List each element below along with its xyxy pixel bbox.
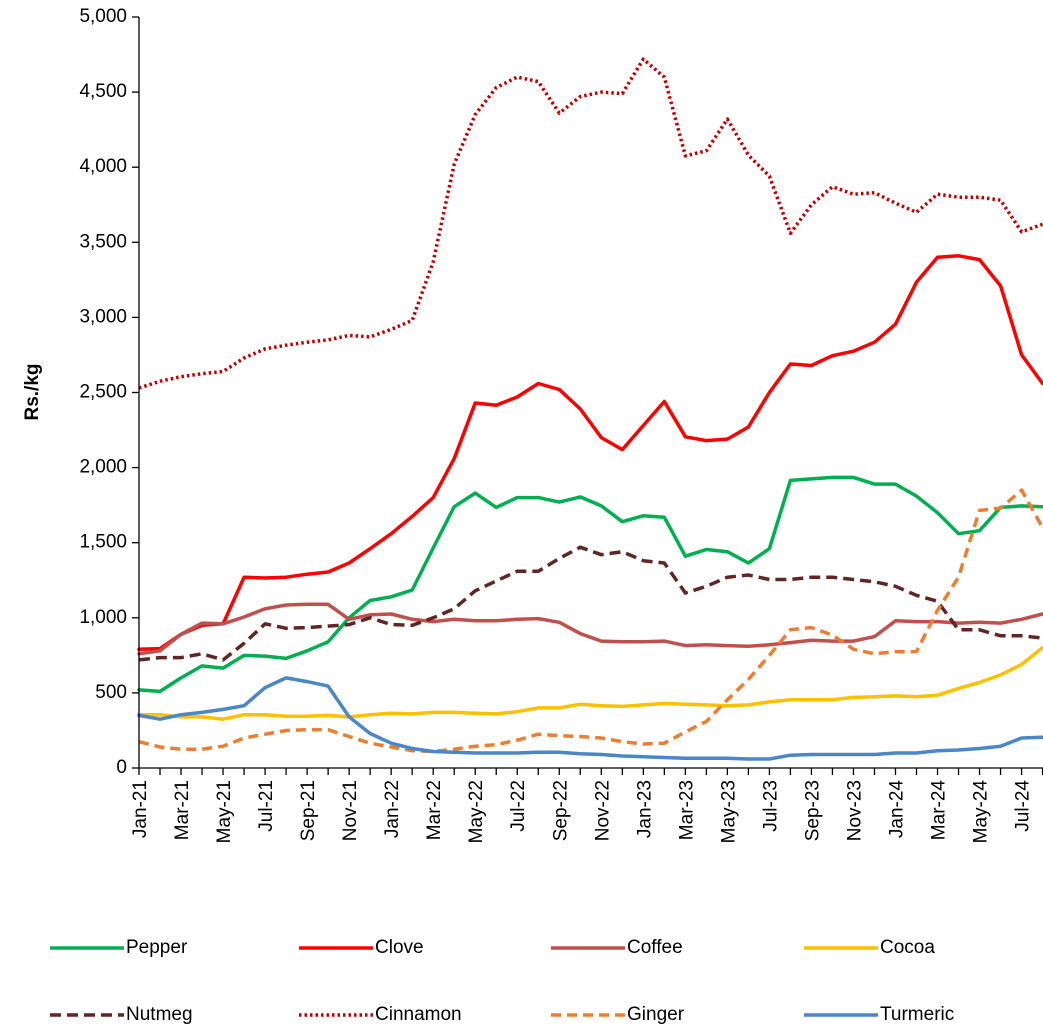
legend-label: Ginger bbox=[627, 1004, 685, 1025]
series-line-clove bbox=[137, 254, 1043, 652]
legend-label: Cinnamon bbox=[375, 1004, 462, 1025]
x-tick-label: Mar-22 bbox=[424, 780, 445, 840]
x-tick-label: Jul-23 bbox=[760, 780, 781, 832]
x-tick-label: Sep-22 bbox=[550, 780, 571, 841]
x-tick-label: May-24 bbox=[971, 780, 992, 844]
x-tick-label: Mar-24 bbox=[929, 780, 950, 841]
legend-label: Coffee bbox=[627, 937, 683, 958]
x-tick-label: Jan-21 bbox=[130, 780, 151, 838]
plot-area bbox=[137, 57, 1043, 761]
series-line-ginger bbox=[138, 488, 1043, 754]
x-tick-label: Nov-22 bbox=[592, 780, 613, 841]
legend-label: Nutmeg bbox=[126, 1004, 193, 1025]
legend-label: Cocoa bbox=[880, 937, 935, 958]
x-tick-label: Jan-22 bbox=[382, 780, 403, 838]
legend: Pepper Clove Coffee Cocoa Nutmeg Cinnamon Ging… bbox=[50, 937, 954, 1025]
y-tick-label: 5,000 bbox=[79, 6, 127, 27]
legend-item-coffee: Coffee bbox=[551, 937, 683, 958]
x-tick-label: Jul-22 bbox=[508, 780, 529, 832]
y-tick-label: 500 bbox=[95, 682, 127, 703]
x-tick-label: Mar-23 bbox=[676, 780, 697, 840]
y-tick-label: 2,000 bbox=[79, 457, 127, 478]
legend-item-clove: Clove bbox=[299, 937, 424, 958]
legend-label: Pepper bbox=[126, 937, 188, 958]
legend-item-cocoa: Cocoa bbox=[804, 937, 935, 958]
series-line-pepper bbox=[137, 475, 1043, 694]
x-tick-label: Nov-23 bbox=[844, 780, 865, 841]
series-line-coffee bbox=[137, 602, 1043, 656]
y-tick-label: 0 bbox=[116, 757, 127, 778]
y-axis-label: Rs./kg bbox=[22, 363, 43, 420]
legend-item-pepper: Pepper bbox=[50, 937, 188, 958]
x-tick-label: Mar-21 bbox=[172, 780, 193, 840]
series-line-nutmeg bbox=[138, 545, 1043, 662]
x-axis-ticks: Jan-21 Mar-21 May-21 Jul-21 Sep-21 Nov-21 Jan-… bbox=[130, 768, 1043, 843]
y-tick-label: 4,000 bbox=[79, 156, 127, 177]
x-tick-label: Sep-21 bbox=[298, 780, 319, 841]
y-axis-ticks: 0 500 1,000 1,500 2,000 2,500 3,000 3,500 4,000 4… bbox=[79, 6, 139, 778]
legend-label: Turmeric bbox=[880, 1004, 954, 1025]
series-line-turmeric bbox=[137, 676, 1043, 761]
x-tick-label: May-22 bbox=[466, 780, 487, 843]
x-tick-label: Jan-23 bbox=[634, 780, 655, 838]
legend-item-nutmeg: Nutmeg bbox=[50, 1004, 193, 1025]
series-line-cocoa bbox=[137, 646, 1043, 721]
x-tick-label: May-21 bbox=[214, 780, 235, 843]
y-tick-label: 1,500 bbox=[79, 532, 127, 553]
y-tick-label: 1,000 bbox=[79, 607, 127, 628]
x-tick-label: May-23 bbox=[718, 780, 739, 843]
x-tick-label: Jul-24 bbox=[1013, 780, 1034, 832]
legend-item-cinnamon: Cinnamon bbox=[299, 1004, 462, 1025]
x-tick-label: Jan-24 bbox=[886, 780, 907, 839]
x-tick-label: Nov-21 bbox=[340, 780, 361, 841]
y-tick-label: 3,500 bbox=[79, 231, 127, 252]
y-tick-label: 3,000 bbox=[79, 306, 127, 327]
legend-item-turmeric: Turmeric bbox=[804, 1004, 954, 1025]
y-tick-label: 4,500 bbox=[79, 81, 127, 102]
x-tick-label: Jul-21 bbox=[256, 780, 277, 832]
series-line-cinnamon bbox=[138, 57, 1043, 390]
legend-label: Clove bbox=[375, 937, 424, 958]
legend-item-ginger: Ginger bbox=[551, 1004, 685, 1025]
y-tick-label: 2,500 bbox=[79, 382, 127, 403]
x-tick-label: Sep-23 bbox=[802, 780, 823, 841]
